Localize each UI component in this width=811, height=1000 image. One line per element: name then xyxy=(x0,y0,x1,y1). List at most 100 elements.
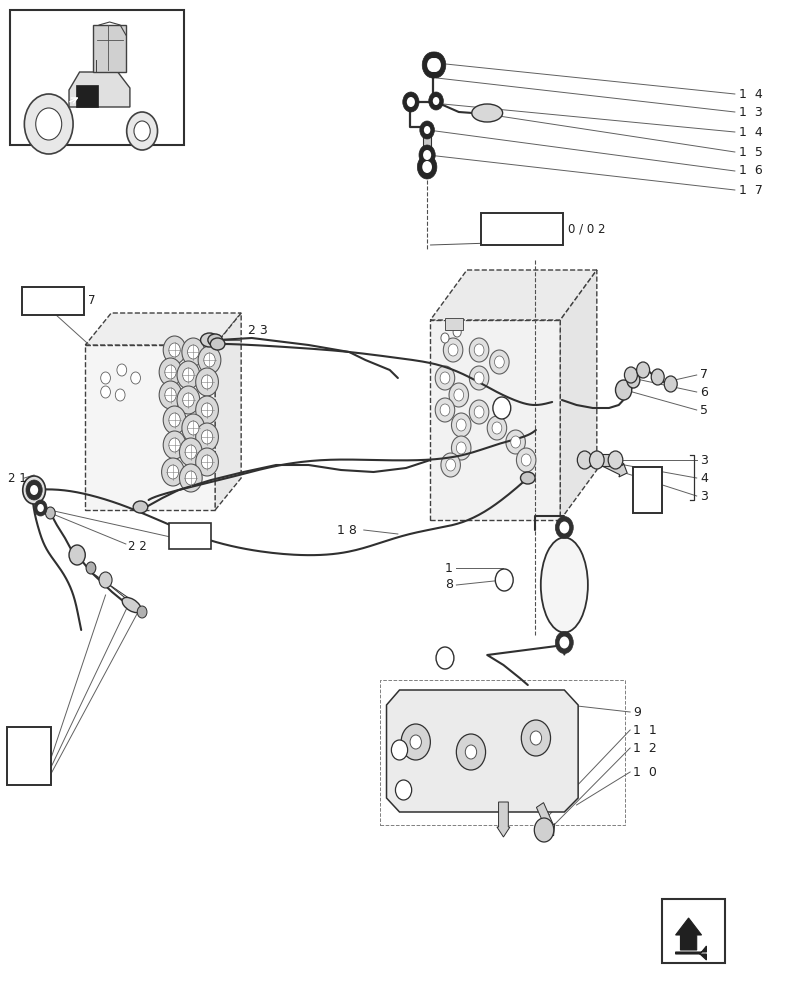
Ellipse shape xyxy=(208,334,222,346)
Bar xyxy=(444,318,462,330)
Polygon shape xyxy=(675,946,706,960)
Circle shape xyxy=(491,422,501,434)
Text: 3: 3 xyxy=(699,454,707,466)
FancyBboxPatch shape xyxy=(661,899,724,963)
Circle shape xyxy=(169,438,180,452)
Circle shape xyxy=(201,430,212,444)
Circle shape xyxy=(624,367,637,383)
Circle shape xyxy=(169,413,180,427)
Circle shape xyxy=(469,366,488,390)
Circle shape xyxy=(24,94,73,154)
Polygon shape xyxy=(675,918,701,950)
Text: 1  7: 1 7 xyxy=(738,184,762,196)
Text: 6: 6 xyxy=(699,385,707,398)
FancyBboxPatch shape xyxy=(632,467,661,513)
Circle shape xyxy=(159,381,182,409)
Circle shape xyxy=(494,356,504,368)
Circle shape xyxy=(428,92,443,110)
Polygon shape xyxy=(430,270,596,320)
Text: 1 . 2 9 .: 1 . 2 9 . xyxy=(499,223,543,235)
Text: 1  1: 1 1 xyxy=(633,724,656,736)
Circle shape xyxy=(521,720,550,756)
Circle shape xyxy=(422,52,443,78)
Text: 4: 4 xyxy=(699,472,707,485)
Circle shape xyxy=(182,393,194,407)
Circle shape xyxy=(101,372,110,384)
Circle shape xyxy=(395,780,411,800)
Circle shape xyxy=(559,637,569,648)
Ellipse shape xyxy=(540,538,587,633)
Text: 3: 3 xyxy=(26,759,32,769)
Circle shape xyxy=(115,389,125,401)
Bar xyxy=(423,128,431,148)
Circle shape xyxy=(117,364,127,376)
Circle shape xyxy=(440,453,460,477)
Circle shape xyxy=(163,431,186,459)
Ellipse shape xyxy=(122,597,141,613)
Circle shape xyxy=(555,516,573,538)
Circle shape xyxy=(440,404,449,416)
FancyArrow shape xyxy=(584,454,616,466)
Circle shape xyxy=(195,368,218,396)
Polygon shape xyxy=(215,313,241,510)
Circle shape xyxy=(406,97,414,107)
Circle shape xyxy=(137,606,147,618)
Circle shape xyxy=(204,353,215,367)
Circle shape xyxy=(410,735,421,749)
Circle shape xyxy=(555,632,573,654)
Circle shape xyxy=(187,421,199,435)
Circle shape xyxy=(559,522,569,534)
Circle shape xyxy=(615,380,631,400)
Ellipse shape xyxy=(471,104,502,122)
Text: 2 2: 2 2 xyxy=(128,540,147,554)
Circle shape xyxy=(23,476,45,504)
Circle shape xyxy=(650,369,663,385)
Circle shape xyxy=(402,92,418,112)
Circle shape xyxy=(534,818,553,842)
Circle shape xyxy=(487,416,506,440)
Circle shape xyxy=(401,724,430,760)
Circle shape xyxy=(201,455,212,469)
Circle shape xyxy=(69,545,85,565)
Circle shape xyxy=(167,465,178,479)
Circle shape xyxy=(435,366,454,390)
Text: 3: 3 xyxy=(699,489,707,502)
Ellipse shape xyxy=(520,472,534,484)
Polygon shape xyxy=(430,320,560,520)
Circle shape xyxy=(201,403,212,417)
FancyArrow shape xyxy=(599,455,626,477)
Circle shape xyxy=(417,155,436,179)
Circle shape xyxy=(505,430,525,454)
FancyBboxPatch shape xyxy=(22,287,84,315)
Circle shape xyxy=(185,445,196,459)
Circle shape xyxy=(179,464,202,492)
Text: 0 / 0 2: 0 / 0 2 xyxy=(568,223,605,235)
Polygon shape xyxy=(85,345,215,510)
Circle shape xyxy=(198,346,221,374)
Circle shape xyxy=(465,745,476,759)
Circle shape xyxy=(101,386,110,398)
FancyBboxPatch shape xyxy=(7,727,51,785)
FancyBboxPatch shape xyxy=(169,523,211,549)
Text: 2 3: 2 3 xyxy=(247,324,267,336)
Polygon shape xyxy=(560,270,596,520)
Circle shape xyxy=(445,459,455,471)
Text: 1: 1 xyxy=(444,562,453,574)
Circle shape xyxy=(636,362,649,378)
Circle shape xyxy=(163,336,186,364)
Circle shape xyxy=(177,361,200,389)
Circle shape xyxy=(427,58,438,72)
Circle shape xyxy=(182,368,194,382)
Polygon shape xyxy=(85,313,241,345)
Circle shape xyxy=(663,376,676,392)
Circle shape xyxy=(391,740,407,760)
Circle shape xyxy=(429,58,440,72)
Text: 7: 7 xyxy=(699,368,707,381)
Circle shape xyxy=(34,500,47,516)
Circle shape xyxy=(521,454,530,466)
Circle shape xyxy=(440,372,449,384)
Circle shape xyxy=(134,121,150,141)
FancyArrow shape xyxy=(536,803,554,836)
Text: 1  2: 1 2 xyxy=(633,742,656,754)
Circle shape xyxy=(163,406,186,434)
